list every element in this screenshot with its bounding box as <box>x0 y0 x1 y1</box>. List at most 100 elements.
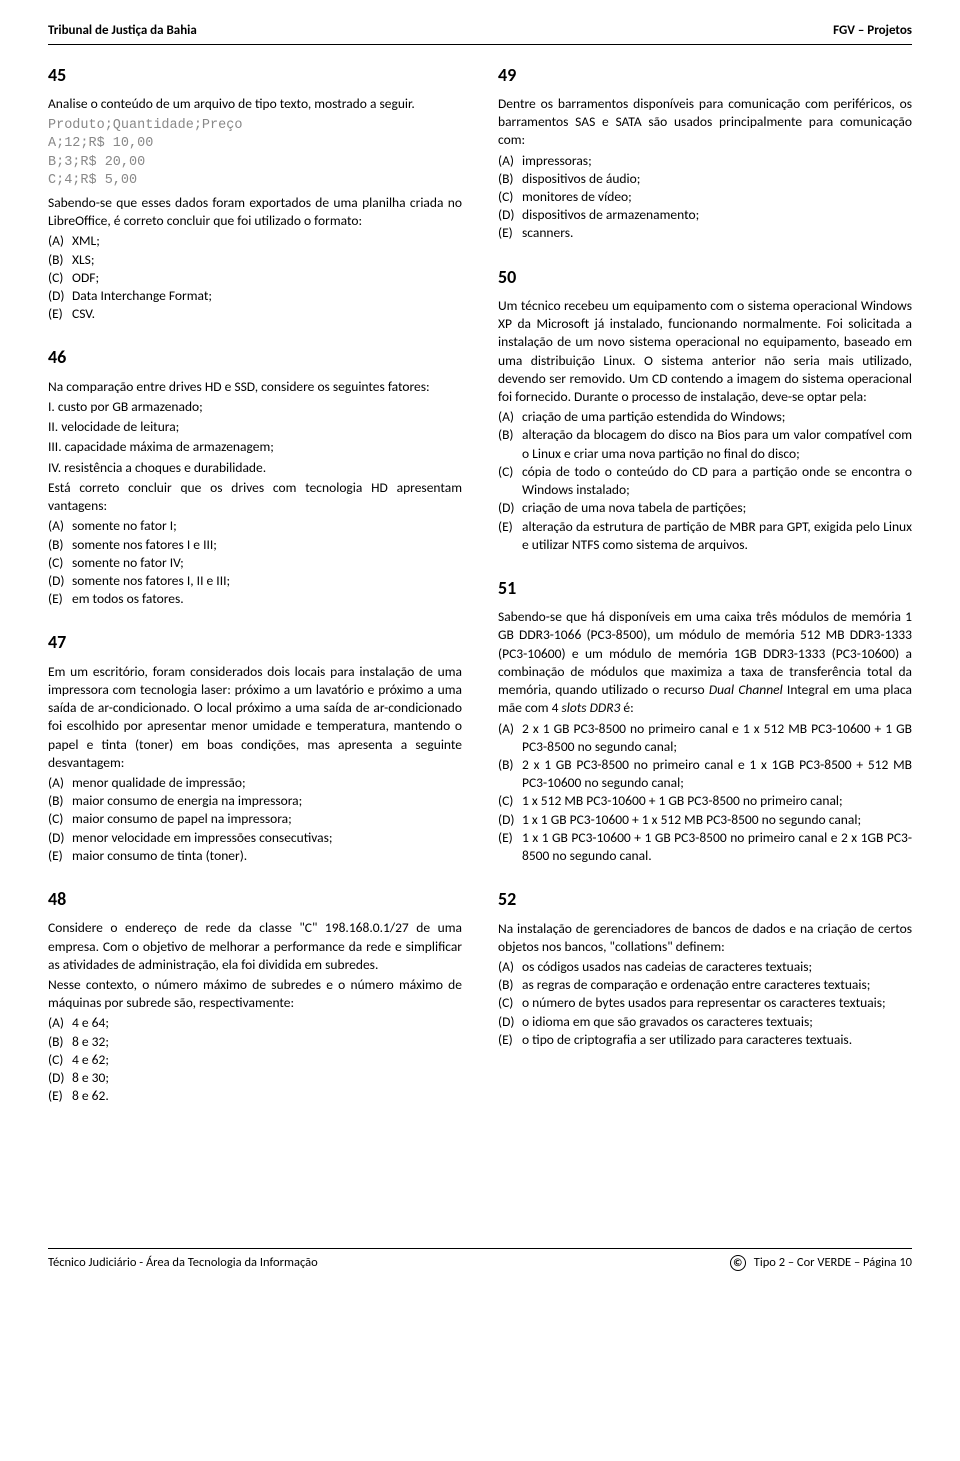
option-item: (E)CSV. <box>48 305 462 323</box>
option-text: 8 e 30; <box>72 1069 462 1087</box>
question-48: 48 Considere o endereço de rede da class… <box>48 887 462 1105</box>
option-item: (A)somente no fator I; <box>48 517 462 535</box>
options: (A)XML;(B)XLS;(C)ODF;(D)Data Interchange… <box>48 232 462 323</box>
question-stem: Está correto concluir que os drives com … <box>48 479 462 515</box>
option-letter: (E) <box>48 847 72 865</box>
option-text: maior consumo de tinta (toner). <box>72 847 462 865</box>
options: (A)criação de uma partição estendida do … <box>498 408 912 554</box>
content-columns: 45 Analise o conteúdo de um arquivo de t… <box>48 63 912 1128</box>
options: (A)4 e 64;(B)8 e 32;(C)4 e 62;(D)8 e 30;… <box>48 1014 462 1105</box>
option-letter: (A) <box>48 1014 72 1032</box>
option-letter: (C) <box>498 994 522 1012</box>
options: (A)impressoras;(B)dispositivos de áudio;… <box>498 152 912 243</box>
option-text: XML; <box>72 232 462 250</box>
option-letter: (E) <box>498 829 522 865</box>
option-letter: (C) <box>48 269 72 287</box>
option-letter: (D) <box>48 829 72 847</box>
option-item: (C)1 x 512 MB PC3-10600 + 1 GB PC3-8500 … <box>498 792 912 810</box>
option-item: (D)somente nos fatores I, II e III; <box>48 572 462 590</box>
code-block: Produto;Quantidade;Preço A;12;R$ 10,00 B… <box>48 117 462 190</box>
header-right: FGV – Projetos <box>833 22 912 40</box>
option-item: (D)criação de uma nova tabela de partiçõ… <box>498 499 912 517</box>
question-intro: Dentre os barramentos disponíveis para c… <box>498 95 912 150</box>
factor-item: I. custo por GB armazenado; <box>48 398 462 416</box>
question-number: 51 <box>498 576 912 600</box>
question-body: Na instalação de gerenciadores de bancos… <box>498 920 912 1050</box>
option-letter: (C) <box>498 188 522 206</box>
question-number: 52 <box>498 887 912 911</box>
option-letter: (E) <box>498 1031 522 1049</box>
option-letter: (E) <box>498 518 522 554</box>
option-text: 1 x 512 MB PC3-10600 + 1 GB PC3-8500 no … <box>522 792 912 810</box>
question-intro: Em um escritório, foram considerados doi… <box>48 663 462 772</box>
option-item: (E)o tipo de criptografia a ser utilizad… <box>498 1031 912 1049</box>
option-text: ODF; <box>72 269 462 287</box>
option-text: dispositivos de áudio; <box>522 170 912 188</box>
option-letter: (C) <box>48 1051 72 1069</box>
header-left: Tribunal de Justiça da Bahia <box>48 22 197 40</box>
option-text: menor qualidade de impressão; <box>72 774 462 792</box>
option-text: dispositivos de armazenamento; <box>522 206 912 224</box>
option-letter: (B) <box>498 976 522 994</box>
option-item: (C)maior consumo de papel na impressora; <box>48 810 462 828</box>
option-item: (A)menor qualidade de impressão; <box>48 774 462 792</box>
question-body: Sabendo-se que há disponíveis em uma cai… <box>498 608 912 865</box>
option-letter: (C) <box>48 554 72 572</box>
question-number: 45 <box>48 63 462 87</box>
options: (A)2 x 1 GB PC3-8500 no primeiro canal e… <box>498 720 912 866</box>
page: Tribunal de Justiça da Bahia FGV – Proje… <box>0 0 960 1291</box>
option-letter: (D) <box>48 287 72 305</box>
option-letter: (B) <box>48 1033 72 1051</box>
option-item: (B)8 e 32; <box>48 1033 462 1051</box>
option-item: (E)maior consumo de tinta (toner). <box>48 847 462 865</box>
option-text: o número de bytes usados para representa… <box>522 994 912 1012</box>
option-item: (D)dispositivos de armazenamento; <box>498 206 912 224</box>
option-letter: (D) <box>48 1069 72 1087</box>
question-body: Considere o endereço de rede da classe "… <box>48 919 462 1105</box>
factor-list: I. custo por GB armazenado; II. velocidad… <box>48 398 462 477</box>
option-item: (D)8 e 30; <box>48 1069 462 1087</box>
question-body: Um técnico recebeu um equipamento com o … <box>498 297 912 554</box>
question-51: 51 Sabendo-se que há disponíveis em uma … <box>498 576 912 865</box>
option-item: (A)os códigos usados nas cadeias de cara… <box>498 958 912 976</box>
footer-right-text: Tipo 2 – Cor VERDE – Página 10 <box>754 1255 912 1272</box>
option-text: CSV. <box>72 305 462 323</box>
option-item: (E)em todos os fatores. <box>48 590 462 608</box>
option-letter: (A) <box>498 152 522 170</box>
factor-item: II. velocidade de leitura; <box>48 418 462 436</box>
option-letter: (D) <box>498 499 522 517</box>
option-item: (D)menor velocidade em impressões consec… <box>48 829 462 847</box>
option-item: (D)o idioma em que são gravados os carac… <box>498 1013 912 1031</box>
option-item: (B)2 x 1 GB PC3-8500 no primeiro canal e… <box>498 756 912 792</box>
option-item: (D)Data Interchange Format; <box>48 287 462 305</box>
left-column: 45 Analise o conteúdo de um arquivo de t… <box>48 63 462 1128</box>
option-text: criação de uma nova tabela de partições; <box>522 499 912 517</box>
option-text: as regras de comparação e ordenação entr… <box>522 976 912 994</box>
option-item: (B)somente nos fatores I e III; <box>48 536 462 554</box>
question-p2: Nesse contexto, o número máximo de subre… <box>48 976 462 1012</box>
option-letter: (B) <box>48 251 72 269</box>
option-text: 1 x 1 GB PC3-10600 + 1 GB PC3-8500 no pr… <box>522 829 912 865</box>
option-text: os códigos usados nas cadeias de caracte… <box>522 958 912 976</box>
option-item: (E)1 x 1 GB PC3-10600 + 1 GB PC3-8500 no… <box>498 829 912 865</box>
option-text: somente nos fatores I, II e III; <box>72 572 462 590</box>
option-item: (E)alteração da estrutura de partição de… <box>498 518 912 554</box>
option-letter: (A) <box>498 720 522 756</box>
option-text: maior consumo de energia na impressora; <box>72 792 462 810</box>
option-text: criação de uma partição estendida do Win… <box>522 408 912 426</box>
option-letter: (E) <box>498 224 522 242</box>
footer-left: Técnico Judiciário - Área da Tecnologia … <box>48 1255 318 1272</box>
option-item: (C)cópia de todo o conteúdo do CD para a… <box>498 463 912 499</box>
option-letter: (D) <box>48 572 72 590</box>
option-item: (D)1 x 1 GB PC3-10600 + 1 x 512 MB PC3-8… <box>498 811 912 829</box>
question-number: 46 <box>48 345 462 369</box>
question-body: Dentre os barramentos disponíveis para c… <box>498 95 912 243</box>
copyright-icon: © <box>730 1255 746 1271</box>
question-number: 48 <box>48 887 462 911</box>
option-text: o idioma em que são gravados os caracter… <box>522 1013 912 1031</box>
question-number: 49 <box>498 63 912 87</box>
question-p1: Considere o endereço de rede da classe "… <box>48 919 462 974</box>
option-letter: (B) <box>498 170 522 188</box>
options: (A)menor qualidade de impressão;(B)maior… <box>48 774 462 865</box>
option-text: 4 e 62; <box>72 1051 462 1069</box>
